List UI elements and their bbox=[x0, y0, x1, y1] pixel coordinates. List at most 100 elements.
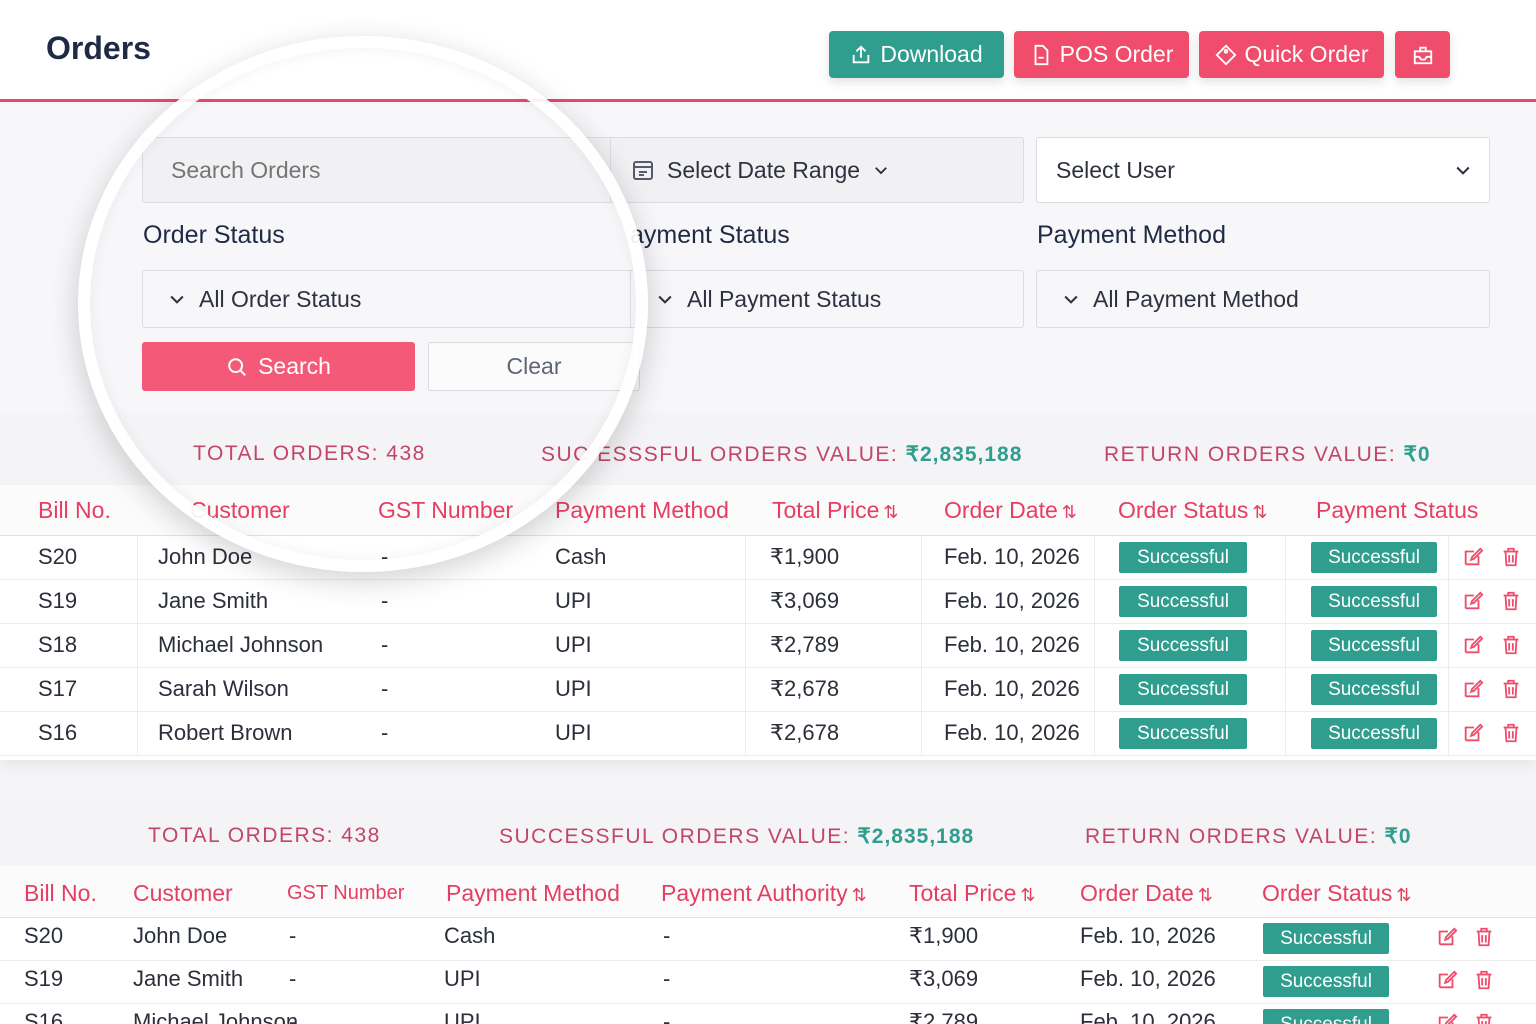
date-range-picker[interactable]: Select Date Range bbox=[610, 137, 1024, 203]
column-header-total-price[interactable]: Total Price ⇅ bbox=[909, 880, 1035, 907]
select-user-label: Select User bbox=[1056, 156, 1175, 183]
edit-icon[interactable] bbox=[1462, 678, 1484, 700]
bill-no-cell: S20 bbox=[38, 544, 78, 569]
chevron-down-icon bbox=[875, 167, 887, 175]
trash-icon[interactable] bbox=[1500, 678, 1522, 700]
column-header-bill[interactable]: Bill No. bbox=[24, 880, 97, 906]
column-header-order-date[interactable]: Order Date ⇅ bbox=[944, 497, 1077, 524]
column-header-payment-status[interactable]: Payment Status bbox=[1316, 497, 1479, 523]
payment-status-dropdown[interactable]: All Payment Status bbox=[630, 270, 1024, 328]
order-status-dropdown[interactable]: All Order Status bbox=[142, 270, 642, 328]
order-date-cell: Feb. 10, 2026 bbox=[1080, 923, 1216, 948]
customer-cell: Sarah Wilson bbox=[158, 676, 289, 701]
edit-icon[interactable] bbox=[1462, 546, 1484, 568]
table-row[interactable]: S19 Jane Smith - UPI - ₹3,069 Feb. 10, 2026 Suc… bbox=[0, 961, 1536, 1004]
successful-orders-label: SUCCESSFUL ORDERS VALUE: bbox=[499, 825, 851, 848]
total-orders: TOTAL ORDERS: 438 bbox=[148, 824, 381, 847]
order-date-cell: Feb. 10, 2026 bbox=[944, 676, 1080, 701]
return-orders-value: RETURN ORDERS VALUE: ₹0 bbox=[1085, 824, 1412, 849]
inbox-button[interactable] bbox=[1395, 31, 1450, 78]
table-row[interactable]: S20 John Doe - Cash ₹1,900 Feb. 10, 2026 Succe… bbox=[0, 536, 1536, 580]
column-divider bbox=[921, 536, 922, 580]
column-header-order-status[interactable]: Order Status ⇅ bbox=[1262, 880, 1411, 907]
column-divider bbox=[1094, 624, 1095, 668]
payment-status-badge: Successful bbox=[1311, 542, 1437, 573]
edit-icon[interactable] bbox=[1462, 722, 1484, 744]
total-price-cell: ₹3,069 bbox=[909, 966, 979, 991]
payment-method-cell: UPI bbox=[555, 632, 592, 657]
successful-orders-value: SUC ESSSFUL ORDERS VALUE: ₹2,835,188 bbox=[541, 442, 1022, 467]
upload-box-icon bbox=[853, 44, 870, 63]
order-status-badge: Successful bbox=[1263, 966, 1389, 997]
search-button[interactable]: Search bbox=[142, 342, 415, 391]
total-price-cell: ₹1,900 bbox=[909, 923, 979, 948]
table-row[interactable]: S19 Jane Smith - UPI ₹3,069 Feb. 10, 2026 Succ… bbox=[0, 580, 1536, 624]
pos-order-label: POS Order bbox=[1059, 41, 1174, 67]
bill-no-cell: S16 bbox=[38, 720, 78, 745]
sort-icon: ⇅ bbox=[851, 885, 867, 905]
trash-icon[interactable] bbox=[1500, 722, 1522, 744]
column-header-gst[interactable]: GST Number bbox=[287, 882, 405, 904]
payment-status-value: All Payment Status bbox=[687, 285, 882, 312]
column-header-payment-method[interactable]: Payment Method bbox=[446, 880, 620, 906]
payment-method-cell: UPI bbox=[555, 588, 592, 613]
table-header: Bill No. Customer GST Number Payment Met… bbox=[0, 866, 1536, 918]
total-price-cell: ₹2,678 bbox=[770, 676, 840, 701]
gst-cell: - bbox=[381, 676, 389, 701]
total-orders: TOTAL ORDERS: 438 bbox=[193, 442, 426, 465]
payment-authority-cell: - bbox=[663, 1009, 671, 1024]
payment-method-label: Payment Method bbox=[1037, 221, 1226, 249]
table-row[interactable]: S16 Robert Brown - UPI ₹2,678 Feb. 10, 2026 Su… bbox=[0, 712, 1536, 756]
order-status-label: Order Status bbox=[143, 221, 285, 249]
order-date-cell: Feb. 10, 2026 bbox=[1080, 966, 1216, 991]
column-divider bbox=[745, 668, 746, 712]
column-header-customer[interactable]: Customer bbox=[190, 497, 290, 523]
payment-method-dropdown[interactable]: All Payment Method bbox=[1036, 270, 1490, 328]
trash-icon[interactable] bbox=[1473, 1012, 1495, 1024]
trash-icon[interactable] bbox=[1500, 590, 1522, 612]
payment-method-cell: Cash bbox=[444, 923, 496, 948]
payment-method-cell: UPI bbox=[555, 720, 592, 745]
select-user-dropdown[interactable]: Select User bbox=[1036, 137, 1490, 203]
trash-icon[interactable] bbox=[1473, 926, 1495, 948]
column-header-bill[interactable]: Bill No. bbox=[38, 497, 111, 523]
payment-status-label: ayment Status bbox=[630, 221, 790, 249]
column-divider bbox=[1285, 536, 1286, 580]
edit-icon[interactable] bbox=[1462, 590, 1484, 612]
column-header-order-date-label: Order Date bbox=[1080, 880, 1194, 906]
trash-icon[interactable] bbox=[1500, 546, 1522, 568]
column-header-total-price[interactable]: Total Price ⇅ bbox=[772, 497, 898, 524]
table-row[interactable]: S18 Michael Johnson - UPI ₹2,789 Feb. 10, 202… bbox=[0, 624, 1536, 668]
customer-cell: Michael Johnson bbox=[158, 632, 324, 657]
order-date-cell: Feb. 10, 2026 bbox=[944, 632, 1080, 657]
column-header-customer[interactable]: Customer bbox=[133, 880, 233, 906]
quick-order-button[interactable]: Quick Order bbox=[1199, 31, 1384, 78]
column-header-order-status[interactable]: Order Status ⇅ bbox=[1118, 497, 1267, 524]
table-row[interactable]: S17 Sarah Wilson - UPI ₹2,678 Feb. 10, 2026 Su… bbox=[0, 668, 1536, 712]
table-row[interactable]: S20 John Doe - Cash - ₹1,900 Feb. 10, 2026 Succ… bbox=[0, 918, 1536, 961]
chevron-down-icon bbox=[170, 295, 184, 304]
column-header-payment-method[interactable]: Payment Method bbox=[555, 497, 729, 523]
download-button[interactable]: Download bbox=[829, 31, 1004, 78]
clear-button[interactable]: Clear bbox=[428, 342, 640, 391]
search-input[interactable] bbox=[142, 137, 642, 203]
edit-icon[interactable] bbox=[1436, 926, 1458, 948]
edit-icon[interactable] bbox=[1462, 634, 1484, 656]
table-row[interactable]: S16 Michael Johnson - UPI - ₹2,789 Feb. 10, 20… bbox=[0, 1004, 1536, 1024]
order-status-badge: Successful bbox=[1119, 718, 1247, 749]
trash-icon[interactable] bbox=[1500, 634, 1522, 656]
edit-icon[interactable] bbox=[1436, 969, 1458, 991]
sort-icon: ⇅ bbox=[1061, 502, 1077, 522]
column-header-total-price-label: Total Price bbox=[909, 880, 1017, 906]
summary-bar: TOTAL ORDERS: 438 SUC ESSSFUL ORDERS VAL… bbox=[0, 415, 1536, 485]
trash-icon[interactable] bbox=[1473, 969, 1495, 991]
payment-status-badge: Successful bbox=[1311, 630, 1437, 661]
edit-icon[interactable] bbox=[1436, 1012, 1458, 1024]
total-price-cell: ₹3,069 bbox=[770, 588, 840, 613]
column-header-payment-authority[interactable]: Payment Authority ⇅ bbox=[661, 880, 867, 907]
pos-order-button[interactable]: POS Order bbox=[1014, 31, 1189, 78]
gst-cell: - bbox=[289, 923, 297, 948]
column-header-gst[interactable]: GST Number bbox=[378, 497, 514, 523]
return-orders-amount: ₹0 bbox=[1403, 443, 1431, 466]
column-header-order-date[interactable]: Order Date ⇅ bbox=[1080, 880, 1213, 907]
